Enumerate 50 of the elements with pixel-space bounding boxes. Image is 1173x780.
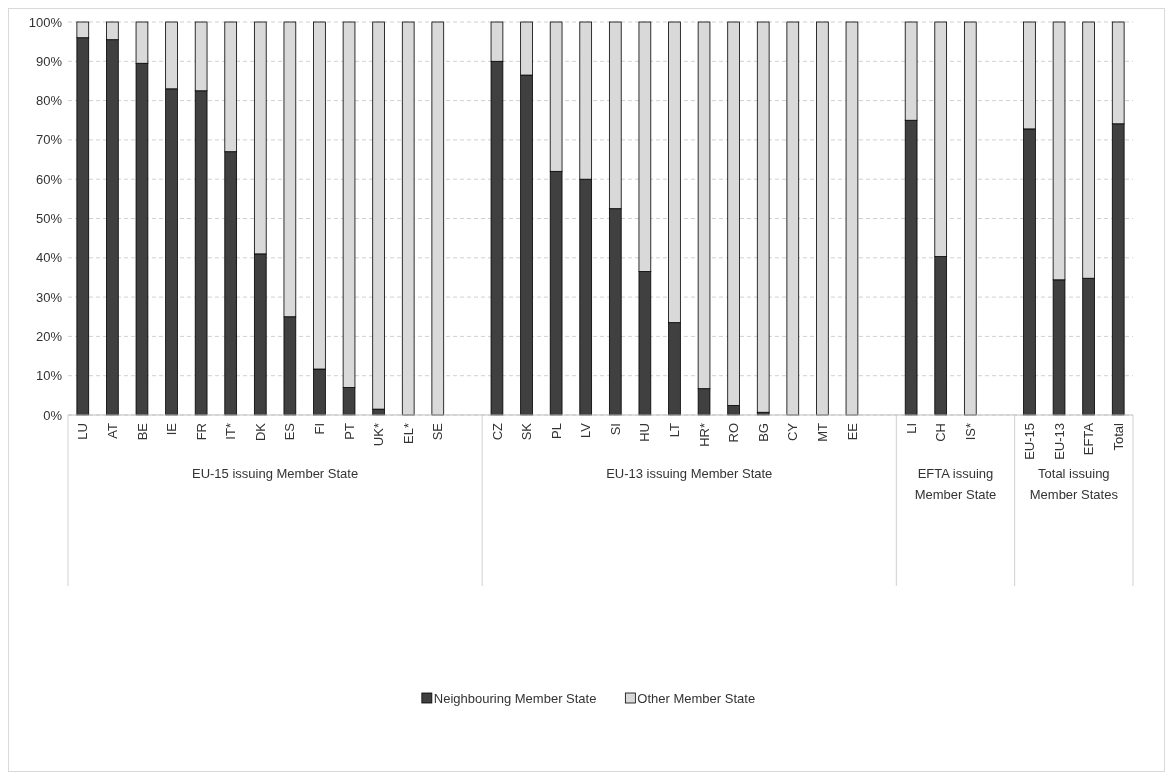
x-tick-label: IS* [962,423,978,441]
x-tick-label: LV [578,422,594,438]
x-tick-label: HR* [696,423,712,447]
x-tick-label: EU-13 [1051,423,1067,460]
y-tick-label: 10% [35,368,63,384]
y-tick-label: 80% [35,93,63,109]
x-tick-label: LU [75,423,91,440]
x-tick-label: IT* [223,423,239,440]
x-tick-label: BE [134,422,150,441]
x-tick-label: RO [726,423,742,443]
x-tick-label: HU [637,423,653,442]
x-tick-label: FI [312,423,328,435]
x-tick-label: EU-15 [1022,423,1038,460]
y-tick-label: 90% [35,53,63,69]
y-tick-label: 100% [28,14,63,30]
x-tick-label: EL* [400,423,416,444]
text: Total issuing Member States [1029,466,1119,502]
x-tick-label: CZ [489,422,505,441]
text: EFTA issuing Member State [914,466,997,502]
x-tick-label: CY [785,422,801,442]
x-tick-label: PL [548,423,564,439]
x-tick-label: EFTA [1081,422,1097,456]
x-tick-label: LI [903,423,919,434]
x-tick-label: ES [282,422,298,441]
x-tick-label: AT [104,422,120,439]
x-tick-label: SE [430,422,446,441]
x-tick-label: CH [933,423,949,442]
x-tick-label: MT [814,422,830,442]
y-tick-label: 50% [35,211,63,227]
y-tick-label: 0% [43,407,63,423]
x-tick-label: LT [667,422,683,438]
x-tick-label: SK [519,422,535,441]
y-tick-label: 20% [35,328,63,344]
x-tick-label: BG [755,423,771,442]
y-tick-label: 70% [35,132,63,148]
legend-label: Other Member State [637,690,756,706]
x-tick-label: IE [164,422,180,436]
x-tick-label: Total [1110,422,1126,451]
x-tick-label: FR [193,423,209,441]
y-tick-label: 30% [35,289,63,305]
y-tick-label: 40% [35,250,63,266]
x-tick-label: DK [252,422,268,442]
x-tick-label: UK* [371,423,387,447]
x-tick-label: SI [607,423,623,436]
text: EU-13 issuing Member State [606,466,773,481]
y-tick-label: 60% [35,171,63,187]
x-tick-label: EE [844,422,860,441]
legend-label: Neighbouring Member State [433,690,597,706]
x-tick-label: PT [341,422,357,440]
text: EU-15 issuing Member State [191,466,359,481]
